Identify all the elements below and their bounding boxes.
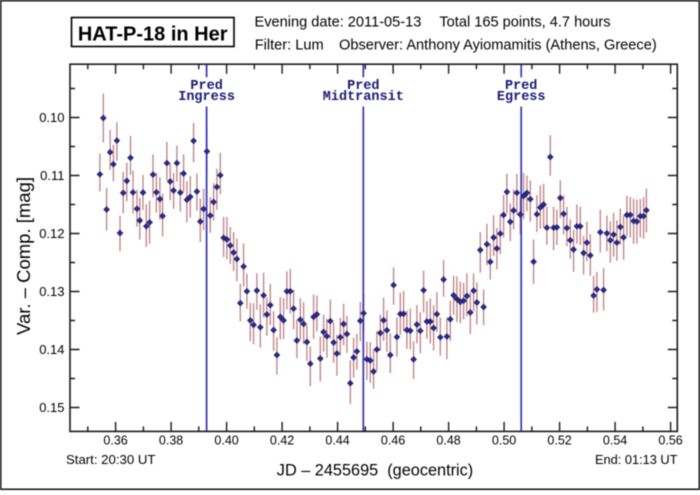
svg-text:Ingress: Ingress [178, 90, 235, 105]
svg-text:Pred: Pred [190, 79, 222, 94]
svg-text:End: 01:13 UT: End: 01:13 UT [595, 452, 678, 467]
svg-text:0.42: 0.42 [270, 434, 294, 448]
svg-text:HAT-P-18 in Her: HAT-P-18 in Her [78, 23, 228, 45]
svg-text:0.14: 0.14 [39, 342, 64, 357]
svg-text:0.40: 0.40 [214, 434, 238, 448]
svg-text:0.36: 0.36 [103, 434, 127, 448]
svg-text:Observer: Anthony Ayiomamitis: Observer: Anthony Ayiomamitis (Athens, G… [339, 38, 657, 54]
svg-text:0.56: 0.56 [658, 434, 682, 448]
svg-text:0.44: 0.44 [325, 434, 349, 448]
svg-text:Filter: Lum: Filter: Lum [255, 38, 324, 54]
svg-text:Pred: Pred [347, 79, 379, 94]
svg-text:0.11: 0.11 [40, 168, 64, 183]
svg-text:0.46: 0.46 [381, 434, 405, 448]
svg-text:0.13: 0.13 [39, 284, 64, 299]
svg-text:Pred: Pred [505, 79, 537, 94]
svg-text:Var. – Comp. [mag]: Var. – Comp. [mag] [13, 177, 34, 335]
svg-text:Evening date: 2011-05-13: Evening date: 2011-05-13 [255, 14, 422, 30]
svg-text:0.52: 0.52 [547, 434, 571, 448]
svg-text:0.12: 0.12 [39, 226, 64, 241]
svg-text:0.15: 0.15 [39, 400, 64, 415]
svg-text:JD – 2455695 (geocentric): JD – 2455695 (geocentric) [277, 461, 473, 479]
svg-text:0.48: 0.48 [436, 434, 460, 448]
svg-text:0.10: 0.10 [39, 110, 64, 125]
svg-text:0.54: 0.54 [603, 434, 627, 448]
svg-text:Total 165 points, 4.7 hours: Total 165 points, 4.7 hours [439, 14, 610, 30]
svg-text:Start: 20:30 UT: Start: 20:30 UT [66, 452, 155, 467]
svg-text:0.50: 0.50 [492, 434, 516, 448]
svg-text:0.38: 0.38 [159, 434, 183, 448]
svg-text:Egress: Egress [497, 90, 546, 105]
svg-text:Midtransit: Midtransit [323, 90, 404, 105]
